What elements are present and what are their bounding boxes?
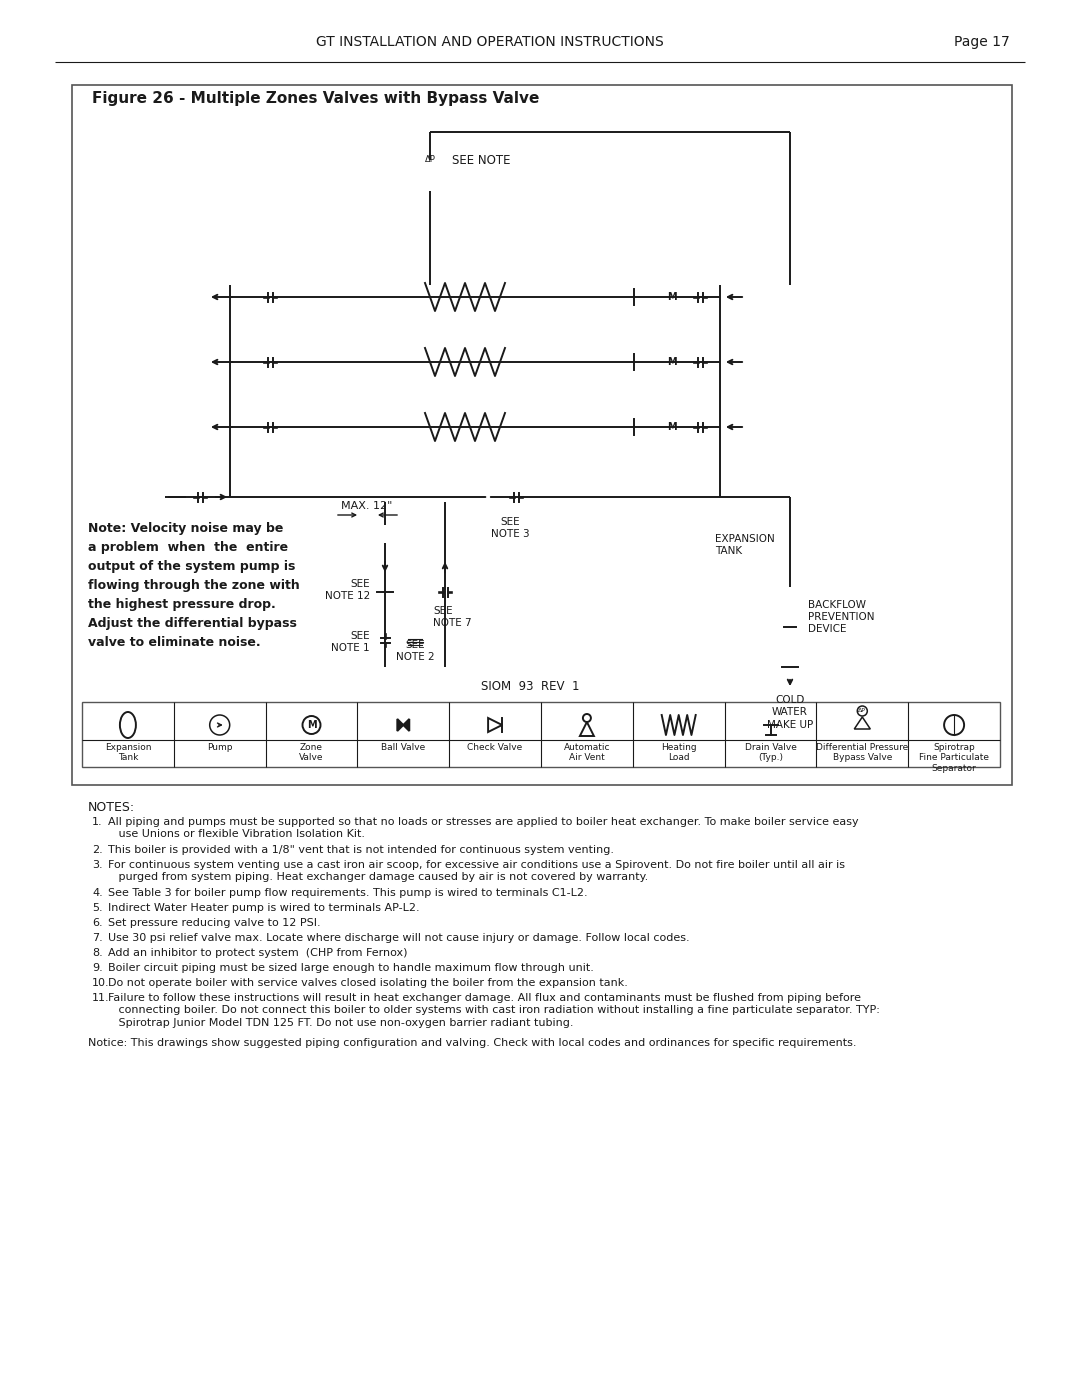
Text: Indirect Water Heater pump is wired to terminals AP-L2.: Indirect Water Heater pump is wired to t… xyxy=(108,902,420,914)
Text: Ball Valve: Ball Valve xyxy=(381,743,426,752)
Text: 7.: 7. xyxy=(92,933,103,943)
Text: Check Valve: Check Valve xyxy=(468,743,523,752)
Polygon shape xyxy=(252,291,259,305)
Text: SEE NOTE: SEE NOTE xyxy=(453,154,511,166)
Text: 6.: 6. xyxy=(92,918,103,928)
Bar xyxy=(82,703,1000,767)
Text: Automatic
Air Vent: Automatic Air Vent xyxy=(564,743,610,763)
Text: Do not operate boiler with service valves closed isolating the boiler from the e: Do not operate boiler with service valve… xyxy=(108,978,627,988)
Text: This boiler is provided with a 1/8" vent that is not intended for continuous sys: This boiler is provided with a 1/8" vent… xyxy=(108,845,615,855)
Text: SEE
NOTE 2: SEE NOTE 2 xyxy=(395,640,434,662)
Polygon shape xyxy=(784,604,789,615)
Text: 9.: 9. xyxy=(92,963,103,972)
Text: Add an inhibitor to protect system  (CHP from Fernox): Add an inhibitor to protect system (CHP … xyxy=(108,949,407,958)
Text: SEE
NOTE 3: SEE NOTE 3 xyxy=(490,517,529,539)
Text: M: M xyxy=(667,292,677,302)
Text: Figure 26 - Multiple Zones Valves with Bypass Valve: Figure 26 - Multiple Zones Valves with B… xyxy=(92,91,539,106)
Text: EXPANSION
TANK: EXPANSION TANK xyxy=(715,534,774,556)
Text: All piping and pumps must be supported so that no loads or stresses are applied : All piping and pumps must be supported s… xyxy=(108,817,859,840)
Polygon shape xyxy=(789,604,796,615)
Text: Zone
Valve: Zone Valve xyxy=(299,743,324,763)
Text: Spirotrap
Fine Particulate
Separator: Spirotrap Fine Particulate Separator xyxy=(919,743,989,773)
Polygon shape xyxy=(397,719,403,731)
Text: Notice: This drawings show suggested piping configuration and valving. Check wit: Notice: This drawings show suggested pip… xyxy=(87,1038,856,1048)
Text: MAX. 12": MAX. 12" xyxy=(341,502,393,511)
Text: GT INSTALLATION AND OPERATION INSTRUCTIONS: GT INSTALLATION AND OPERATION INSTRUCTIO… xyxy=(316,35,664,49)
Text: 4.: 4. xyxy=(92,888,103,898)
Bar xyxy=(355,612,475,666)
Text: Failure to follow these instructions will result in heat exchanger damage. All f: Failure to follow these instructions wil… xyxy=(108,993,880,1028)
Text: SEE
NOTE 7: SEE NOTE 7 xyxy=(433,606,472,629)
Polygon shape xyxy=(245,420,252,434)
Polygon shape xyxy=(530,490,537,504)
Text: 3.: 3. xyxy=(92,861,103,870)
Text: M: M xyxy=(667,358,677,367)
Text: 8.: 8. xyxy=(92,949,103,958)
Text: COLD
WATER
MAKE UP: COLD WATER MAKE UP xyxy=(767,694,813,729)
Circle shape xyxy=(474,483,502,511)
Text: Heating
Load: Heating Load xyxy=(661,743,697,763)
Text: BACKFLOW
PREVENTION
DEVICE: BACKFLOW PREVENTION DEVICE xyxy=(808,599,875,634)
Bar xyxy=(72,85,1012,785)
Text: SIOM  93  REV  1: SIOM 93 REV 1 xyxy=(481,680,579,693)
Text: Drain Valve
(Typ.): Drain Valve (Typ.) xyxy=(744,743,796,763)
Text: 1.: 1. xyxy=(92,817,103,827)
Text: See Table 3 for boiler pump flow requirements. This pump is wired to terminals C: See Table 3 for boiler pump flow require… xyxy=(108,888,588,898)
Text: Note: Velocity noise may be
a problem  when  the  entire
output of the system pu: Note: Velocity noise may be a problem wh… xyxy=(87,522,300,650)
Text: Page 17: Page 17 xyxy=(955,35,1010,49)
Text: Set pressure reducing valve to 12 PSI.: Set pressure reducing valve to 12 PSI. xyxy=(108,918,321,928)
Text: NOTES:: NOTES: xyxy=(87,800,135,814)
Polygon shape xyxy=(403,719,409,731)
Text: Boiler circuit piping must be sized large enough to handle maximum flow through : Boiler circuit piping must be sized larg… xyxy=(108,963,594,972)
Text: ΔP: ΔP xyxy=(859,708,866,714)
Polygon shape xyxy=(375,527,395,543)
Text: For continuous system venting use a cast iron air scoop, for excessive air condi: For continuous system venting use a cast… xyxy=(108,861,845,883)
Polygon shape xyxy=(523,490,530,504)
Text: 2.: 2. xyxy=(92,845,103,855)
Polygon shape xyxy=(245,291,252,305)
Text: M: M xyxy=(307,719,316,731)
Text: 11.: 11. xyxy=(92,993,110,1003)
Text: Differential Pressure
Bypass Valve: Differential Pressure Bypass Valve xyxy=(816,743,908,763)
Polygon shape xyxy=(245,355,252,369)
Text: M: M xyxy=(667,422,677,432)
Text: 10.: 10. xyxy=(92,978,110,988)
Text: SEE
NOTE 12: SEE NOTE 12 xyxy=(325,578,370,601)
Text: 5.: 5. xyxy=(92,902,103,914)
Polygon shape xyxy=(252,420,259,434)
Text: Use 30 psi relief valve max. Locate where discharge will not cause injury or dam: Use 30 psi relief valve max. Locate wher… xyxy=(108,933,690,943)
Text: Expansion
Tank: Expansion Tank xyxy=(105,743,151,763)
Text: Pump: Pump xyxy=(207,743,232,752)
Text: ΔP: ΔP xyxy=(424,155,435,165)
Polygon shape xyxy=(252,355,259,369)
Text: SEE
NOTE 1: SEE NOTE 1 xyxy=(332,631,370,654)
